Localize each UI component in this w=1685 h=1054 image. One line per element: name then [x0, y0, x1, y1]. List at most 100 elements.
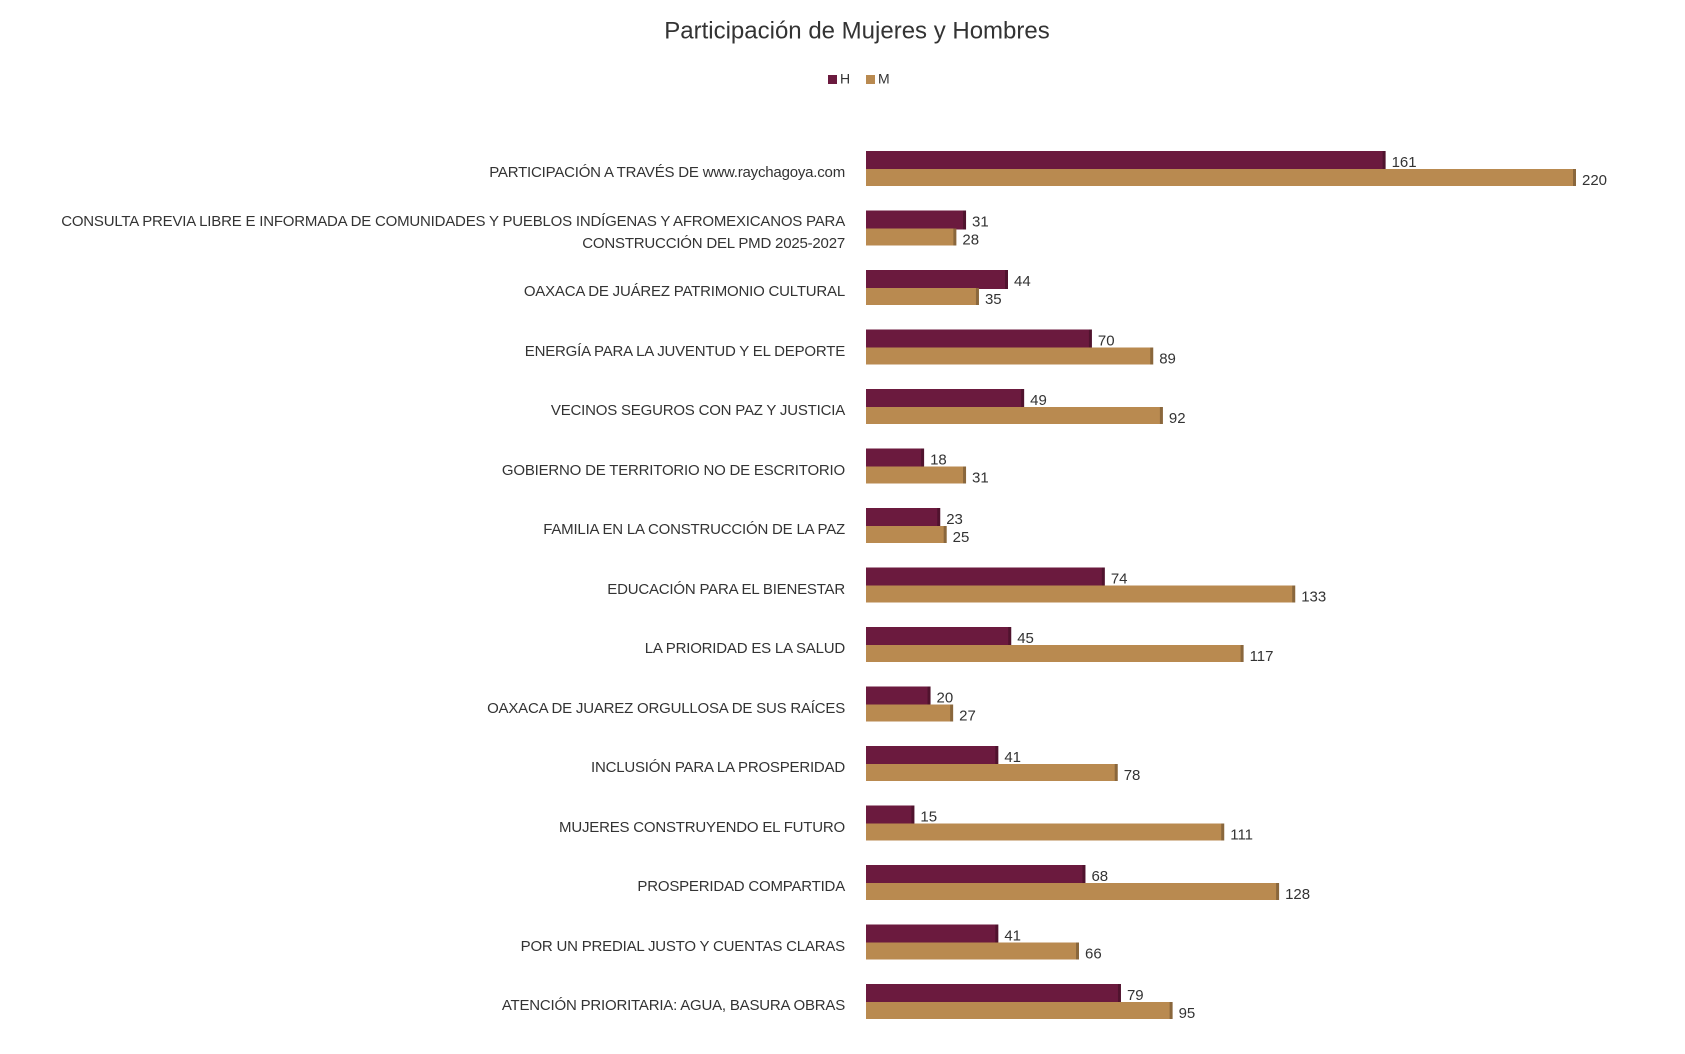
category-label: OAXACA DE JUÁREZ PATRIMONIO CULTURAL	[523, 283, 845, 300]
bar-edge	[1005, 270, 1008, 289]
bar-edge	[1276, 883, 1280, 900]
bar	[866, 228, 957, 246]
data-label: 66	[1085, 945, 1102, 962]
category-label: PROSPERIDAD COMPARTIDA	[637, 878, 845, 895]
data-label: 35	[985, 291, 1002, 308]
bar-edge	[1008, 627, 1012, 646]
bar	[866, 466, 967, 484]
bar-edge	[943, 526, 947, 543]
bar-edge	[1292, 585, 1296, 603]
legend-label: H	[840, 71, 850, 87]
bar	[866, 627, 1012, 646]
data-label: 161	[1392, 154, 1417, 171]
bar	[866, 169, 1576, 186]
bar	[866, 704, 954, 722]
bar	[866, 823, 1225, 841]
category-label: ATENCIÓN PRIORITARIA: AGUA, BASURA OBRAS	[501, 997, 845, 1014]
bar	[866, 329, 1092, 349]
data-label: 70	[1098, 332, 1115, 349]
bar	[866, 389, 1025, 408]
category-label: VECINOS SEGUROS CON PAZ Y JUSTICIA	[550, 402, 845, 419]
bar-edge	[953, 228, 957, 246]
data-label: 41	[1004, 927, 1021, 944]
bar	[866, 645, 1244, 662]
bar-edge	[950, 704, 954, 722]
bar	[866, 1002, 1173, 1019]
category-label: LA PRIORIDAD ES LA SALUD	[644, 640, 845, 657]
data-label: 89	[1159, 350, 1176, 367]
data-label: 95	[1179, 1005, 1196, 1022]
bar-edge	[927, 686, 931, 706]
bar-edge	[1117, 984, 1121, 1003]
data-label: 92	[1169, 410, 1186, 427]
bar-edge	[975, 288, 979, 305]
bar-edge	[1159, 407, 1163, 424]
bar-edge	[995, 746, 999, 765]
data-label: 111	[1230, 826, 1253, 843]
bar	[866, 508, 941, 527]
bar-edge	[1021, 389, 1025, 408]
bar-edge	[937, 508, 941, 527]
data-label: 23	[946, 511, 963, 528]
bar-edge	[963, 210, 967, 230]
category-label: MUJERES CONSTRUYENDO EL FUTURO	[559, 818, 845, 836]
legend-label: M	[878, 71, 890, 87]
bar	[866, 746, 999, 765]
bar-edge	[1221, 823, 1225, 841]
bar	[866, 686, 931, 706]
bar-edge	[1573, 169, 1576, 186]
data-label: 20	[937, 689, 954, 706]
category-label: PARTICIPACIÓN A TRAVÉS DE www.raychagoya…	[489, 164, 845, 181]
category-label: EDUCACIÓN PARA EL BIENESTAR	[607, 580, 845, 598]
bar-edge	[1082, 865, 1086, 884]
data-label: 68	[1091, 868, 1108, 885]
data-label: 31	[972, 213, 989, 230]
data-label: 74	[1111, 570, 1128, 587]
bar-edge	[911, 805, 915, 825]
bar	[866, 924, 999, 944]
data-label: 44	[1014, 273, 1031, 290]
bar-edge	[1101, 567, 1105, 587]
bar	[866, 942, 1079, 960]
data-label: 15	[920, 808, 937, 825]
data-label: 79	[1127, 987, 1144, 1004]
bar-edge	[1240, 645, 1244, 662]
bar-edge	[921, 448, 925, 468]
bar	[866, 805, 915, 825]
bar-edge	[1382, 151, 1386, 170]
bar	[866, 883, 1280, 900]
bar	[866, 585, 1296, 603]
bar	[866, 526, 947, 543]
bar	[866, 151, 1386, 170]
bar-edge	[1150, 347, 1154, 365]
data-label: 49	[1030, 392, 1047, 409]
bar	[866, 407, 1163, 424]
category-label: CONSULTA PREVIA LIBRE E INFORMADA DE COM…	[61, 212, 845, 252]
bar-edge	[1076, 942, 1079, 960]
category-label: INCLUSIÓN PARA LA PROSPERIDAD	[591, 759, 845, 776]
category-label: POR UN PREDIAL JUSTO Y CUENTAS CLARAS	[520, 937, 846, 955]
bar	[866, 984, 1121, 1003]
bar	[866, 567, 1105, 587]
data-label: 31	[972, 469, 989, 486]
bar-edge	[1088, 329, 1092, 349]
data-label: 78	[1124, 767, 1141, 784]
bar	[866, 764, 1118, 781]
bar-edge	[1169, 1002, 1173, 1019]
data-label: 220	[1582, 172, 1607, 189]
bar-edge	[995, 924, 999, 944]
bar-edge	[963, 466, 967, 484]
data-label: 18	[930, 451, 947, 468]
category-label: FAMILIA EN LA CONSTRUCCIÓN DE LA PAZ	[543, 521, 845, 538]
bar	[866, 288, 979, 305]
data-label: 27	[959, 707, 976, 724]
data-label: 128	[1285, 886, 1310, 903]
data-label: 25	[953, 529, 970, 546]
chart-title: Participación de Mujeres y Hombres	[664, 17, 1050, 44]
bar	[866, 448, 925, 468]
data-label: 28	[962, 231, 979, 248]
bar	[866, 865, 1086, 884]
data-label: 133	[1301, 588, 1326, 605]
